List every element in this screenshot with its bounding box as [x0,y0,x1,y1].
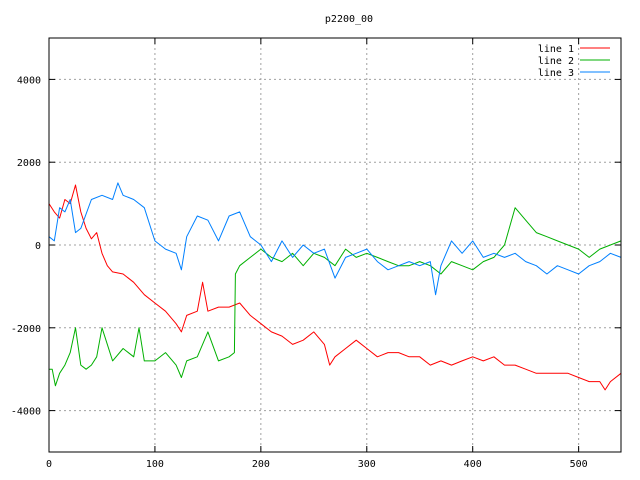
legend-label-2: line 2 [538,56,574,67]
chart-title: p2200_00 [325,14,373,25]
series-line-1 [48,184,622,391]
x-tick-label: 200 [252,459,270,470]
legend-label-1: line 1 [538,44,574,55]
x-tick-label: 100 [146,459,164,470]
x-tick-label: 400 [464,459,482,470]
y-tick-label: -2000 [11,324,41,335]
y-tick-label: -4000 [11,407,41,418]
axis-ticks: 0 100 200 300 400 500 -4000 -2000 0 2000 4000 [11,38,621,470]
y-tick-label: 0 [35,241,41,252]
series-line-3 [48,182,622,296]
legend-label-3: line 3 [538,68,574,79]
grid [49,38,621,452]
series-lines [48,182,622,391]
y-tick-label: 4000 [17,75,41,86]
x-tick-label: 0 [46,459,52,470]
x-tick-label: 300 [358,459,376,470]
y-tick-label: 2000 [17,158,41,169]
x-tick-label: 500 [570,459,588,470]
series-line-2 [49,207,622,387]
